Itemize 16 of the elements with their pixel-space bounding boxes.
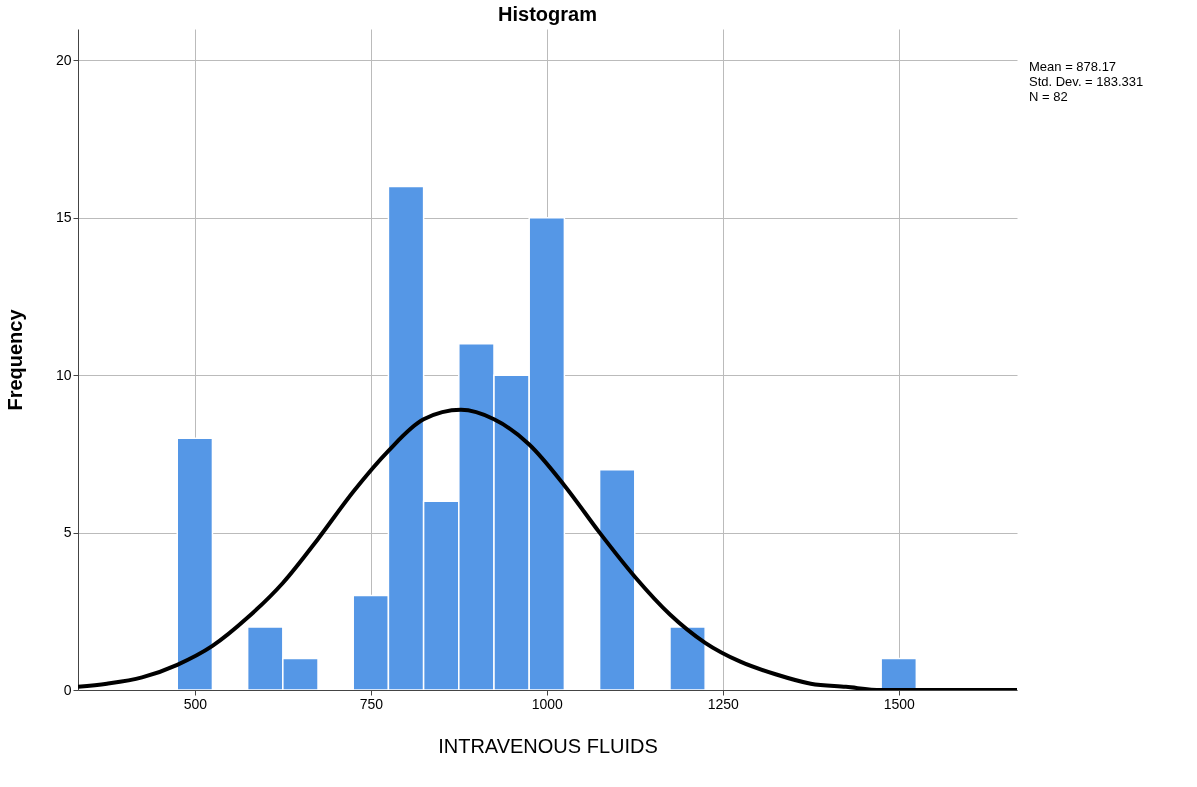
y-tick-label: 0 — [63, 681, 72, 698]
x-tick-label: 1000 — [531, 695, 564, 712]
y-tick-label: 10 — [55, 366, 72, 383]
text: N = 82 — [1029, 89, 1068, 104]
x-axis-title: INTRAVENOUS FLUIDS — [438, 734, 658, 757]
x-tick-label: 1250 — [707, 695, 740, 712]
y-tick-label: 20 — [55, 51, 72, 68]
chart-title: Histogram — [498, 3, 597, 25]
y-tick-label: 5 — [63, 524, 72, 541]
text: Std. Dev. = 183.331 — [1029, 74, 1144, 89]
x-tick-label: 500 — [183, 695, 208, 712]
y-axis-title: Frequency — [3, 308, 26, 411]
y-tick-label: 15 — [55, 209, 72, 226]
x-tick-label: 1500 — [883, 695, 916, 712]
x-tick-label: 750 — [359, 695, 384, 712]
text: Mean = 878.17 — [1029, 59, 1117, 74]
